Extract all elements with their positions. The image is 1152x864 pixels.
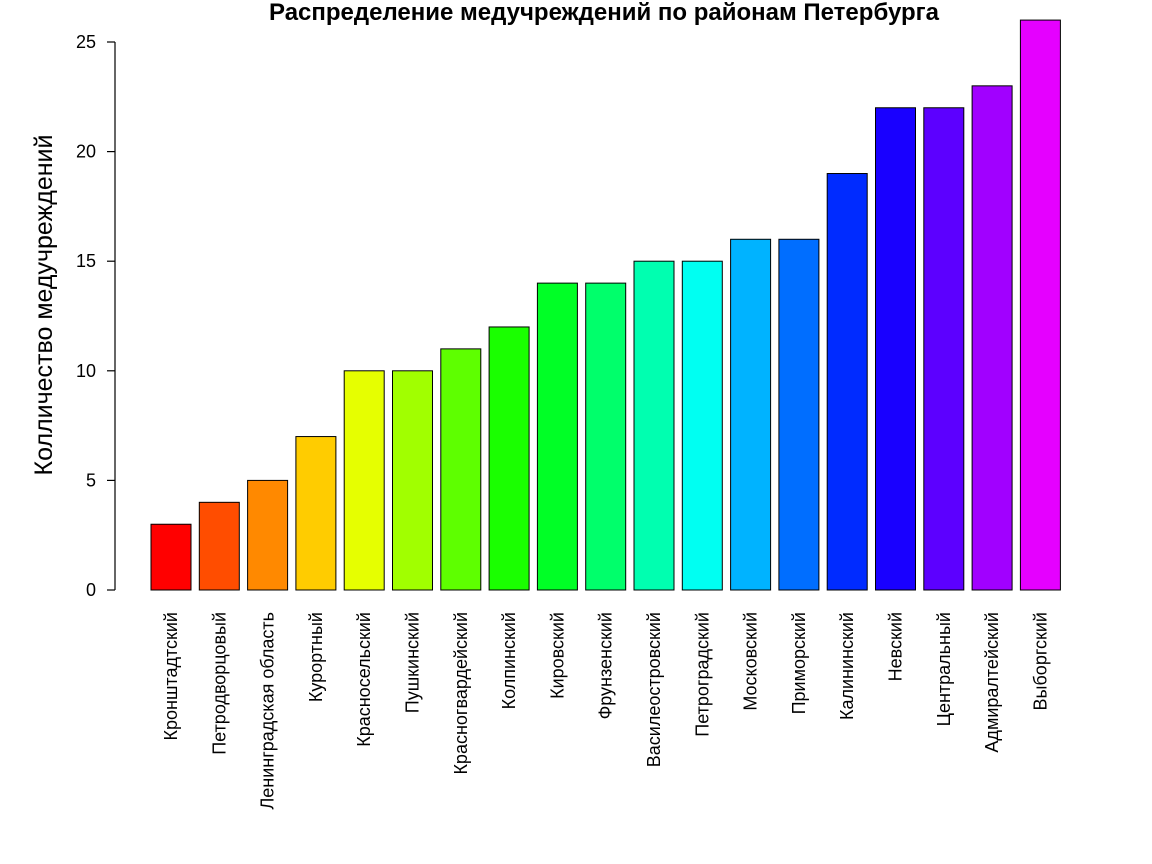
- category-label: Кировский: [547, 612, 567, 699]
- category-label: Петроградский: [692, 612, 712, 737]
- y-tick-label: 20: [76, 142, 96, 162]
- bar-13: [730, 238, 772, 591]
- y-axis: 0 5 10 15 20 25: [76, 32, 116, 600]
- category-label: Невский: [886, 612, 906, 681]
- category-label: Выборгский: [1030, 612, 1050, 710]
- bar-7: [440, 348, 482, 591]
- category-label: Колпинский: [499, 612, 519, 709]
- y-tick-label: 5: [86, 470, 96, 490]
- category-label: Василеостровский: [644, 612, 664, 767]
- bar-11: [633, 260, 675, 591]
- bar-19: [1019, 19, 1061, 591]
- y-tick-label: 25: [76, 32, 96, 52]
- category-label: Московский: [741, 612, 761, 711]
- category-label: Калининский: [837, 612, 857, 720]
- bar-12: [681, 260, 723, 591]
- category-label: Петродворцовый: [209, 612, 229, 755]
- bar-15: [826, 173, 868, 591]
- bar-1: [150, 523, 192, 591]
- y-tick-label: 15: [76, 251, 96, 271]
- y-tick-label: 10: [76, 361, 96, 381]
- bar-17: [923, 107, 965, 591]
- chart-title: Распределение медучреждений по районам П…: [269, 0, 940, 26]
- bar-3: [247, 479, 289, 591]
- bar-18: [971, 85, 1013, 591]
- bar-14: [778, 238, 820, 591]
- bar-5: [343, 370, 385, 591]
- bar-2: [198, 501, 240, 591]
- category-label: Фрунзенский: [596, 612, 616, 719]
- y-axis-label: Колличество медучреждений: [30, 135, 58, 476]
- category-labels: Кронштадтский Петродворцовый Ленинградская…: [161, 612, 1050, 810]
- bar-8: [488, 326, 530, 591]
- category-label: Курортный: [306, 612, 326, 702]
- category-label: Ленинградская область: [258, 612, 278, 810]
- category-label: Центральный: [934, 612, 954, 726]
- bar-9: [536, 282, 578, 591]
- y-tick-label: 0: [86, 580, 96, 600]
- category-label: Кронштадтский: [161, 612, 181, 740]
- category-label: Приморский: [789, 612, 809, 714]
- bars-group: [150, 19, 1061, 591]
- category-label: Красносельский: [354, 612, 374, 747]
- bar-10: [585, 282, 627, 591]
- bar-6: [392, 370, 433, 591]
- category-label: Адмиралтейский: [982, 612, 1002, 753]
- category-label: Красногвардейский: [451, 612, 471, 775]
- bar-4: [295, 436, 337, 591]
- category-label: Пушкинский: [403, 612, 423, 713]
- bar-16: [875, 107, 916, 591]
